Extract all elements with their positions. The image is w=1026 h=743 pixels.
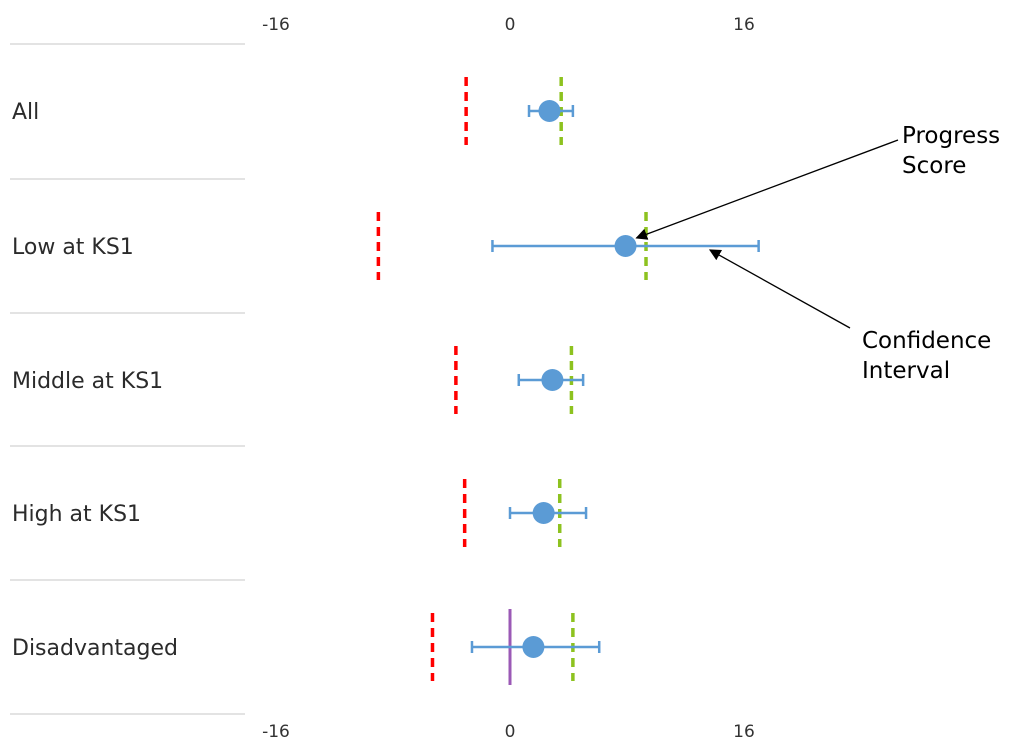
chart-marks (376, 77, 760, 685)
annotation-line: Score (902, 153, 966, 179)
category-label: All (12, 100, 39, 125)
progress-score-point (614, 235, 637, 257)
progress-score-point (532, 502, 555, 524)
bottom-tick-label: -16 (262, 722, 290, 742)
progress-score-point (541, 369, 564, 391)
annotation-arrow-interval (708, 249, 851, 329)
category-label: Disadvantaged (12, 636, 178, 661)
annotation-progress-score: Progress Score (902, 123, 1000, 179)
row-separators (10, 43, 245, 715)
category-label: Middle at KS1 (12, 369, 163, 394)
annotations: Progress Score Confidence Interval (635, 123, 1000, 384)
top-tick-label: 16 (733, 15, 755, 35)
annotation-line: Interval (862, 358, 950, 384)
annotation-arrow-score (635, 139, 899, 240)
bottom-axis-ticks: -16 0 16 (262, 722, 755, 742)
category-label: Low at KS1 (12, 235, 134, 260)
category-labels: All Low at KS1 Middle at KS1 High at KS1 Dis… (12, 100, 178, 661)
progress-score-point (522, 636, 545, 658)
annotation-confidence-interval: Confidence Interval (862, 328, 991, 384)
annotation-line: Progress (902, 123, 1000, 149)
progress-score-point (538, 100, 561, 122)
annotation-line: Confidence (862, 328, 991, 354)
top-tick-label: 0 (505, 15, 516, 35)
bottom-tick-label: 16 (733, 722, 755, 742)
top-axis-ticks: -16 0 16 (262, 15, 755, 35)
category-label: High at KS1 (12, 502, 141, 527)
top-tick-label: -16 (262, 15, 290, 35)
bottom-tick-label: 0 (505, 722, 516, 742)
